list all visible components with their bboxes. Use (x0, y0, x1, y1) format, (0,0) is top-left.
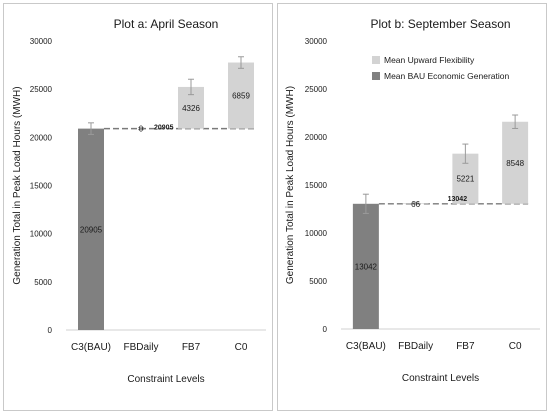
x-tick-label: FB7 (182, 342, 201, 353)
legend-swatch (372, 72, 380, 80)
legend-label: Mean BAU Economic Generation (384, 71, 509, 81)
y-tick-label: 20000 (30, 133, 53, 142)
x-tick-label: C3(BAU) (346, 341, 386, 352)
y-tick-label: 30000 (305, 37, 328, 46)
y-tick-label: 10000 (30, 230, 53, 239)
baseline-value-label: 20905 (154, 125, 174, 132)
y-tick-label: 25000 (30, 85, 53, 94)
y-tick-label: 0 (48, 326, 53, 335)
y-tick-label: 15000 (305, 181, 328, 190)
plot-b-panel: Plot b: September Season 0 5000 10000 15000 2… (277, 3, 547, 411)
data-label: 6859 (232, 92, 250, 101)
baseline-value-label: 13042 (448, 196, 468, 203)
x-axis-label: Constraint Levels (402, 373, 479, 384)
x-tick-label: FB7 (456, 341, 475, 352)
plot-b-chart: Plot b: September Season 0 5000 10000 15000 2… (285, 17, 540, 384)
data-label: 0 (139, 125, 144, 134)
data-label: 8548 (506, 159, 524, 168)
bar-upward-flexibility (502, 121, 529, 204)
bar-upward-flexibility (228, 62, 254, 129)
plot-a-panel: Plot a: April Season 0 5000 10000 15000 20000… (3, 3, 273, 411)
x-tick-label: FBDaily (398, 341, 433, 352)
y-tick-label: 10000 (305, 229, 328, 238)
data-label: 66 (411, 200, 420, 209)
plot-a-chart: Plot a: April Season 0 5000 10000 15000 20000… (12, 17, 266, 385)
y-tick-label: 30000 (30, 37, 53, 46)
data-label: 13042 (355, 262, 378, 271)
y-tick-label: 5000 (34, 278, 52, 287)
x-tick-label: C0 (235, 342, 248, 353)
data-label: 5221 (456, 175, 474, 184)
y-tick-label: 5000 (309, 277, 327, 286)
y-tick-label: 20000 (305, 133, 328, 142)
legend-label: Mean Upward Flexibility (384, 55, 475, 65)
x-tick-label: C0 (509, 341, 522, 352)
y-axis-label: Generation Total in Peak Load Hours (MWH… (12, 86, 23, 284)
bar-bau-generation (352, 203, 379, 329)
x-axis-label: Constraint Levels (127, 374, 204, 385)
y-tick-label: 15000 (30, 182, 53, 191)
data-label: 20905 (80, 225, 103, 234)
x-tick-label: FBDaily (123, 342, 158, 353)
data-label: 4326 (182, 104, 200, 113)
y-tick-label: 0 (323, 325, 328, 334)
y-axis-label: Generation Total in Peak Load Hours (MWH… (285, 86, 296, 284)
chart-title: Plot b: September Season (370, 17, 510, 31)
y-tick-label: 25000 (305, 85, 328, 94)
x-tick-label: C3(BAU) (71, 342, 111, 353)
bar-bau-generation (78, 128, 104, 330)
chart-title: Plot a: April Season (114, 17, 219, 31)
legend-swatch (372, 56, 380, 64)
